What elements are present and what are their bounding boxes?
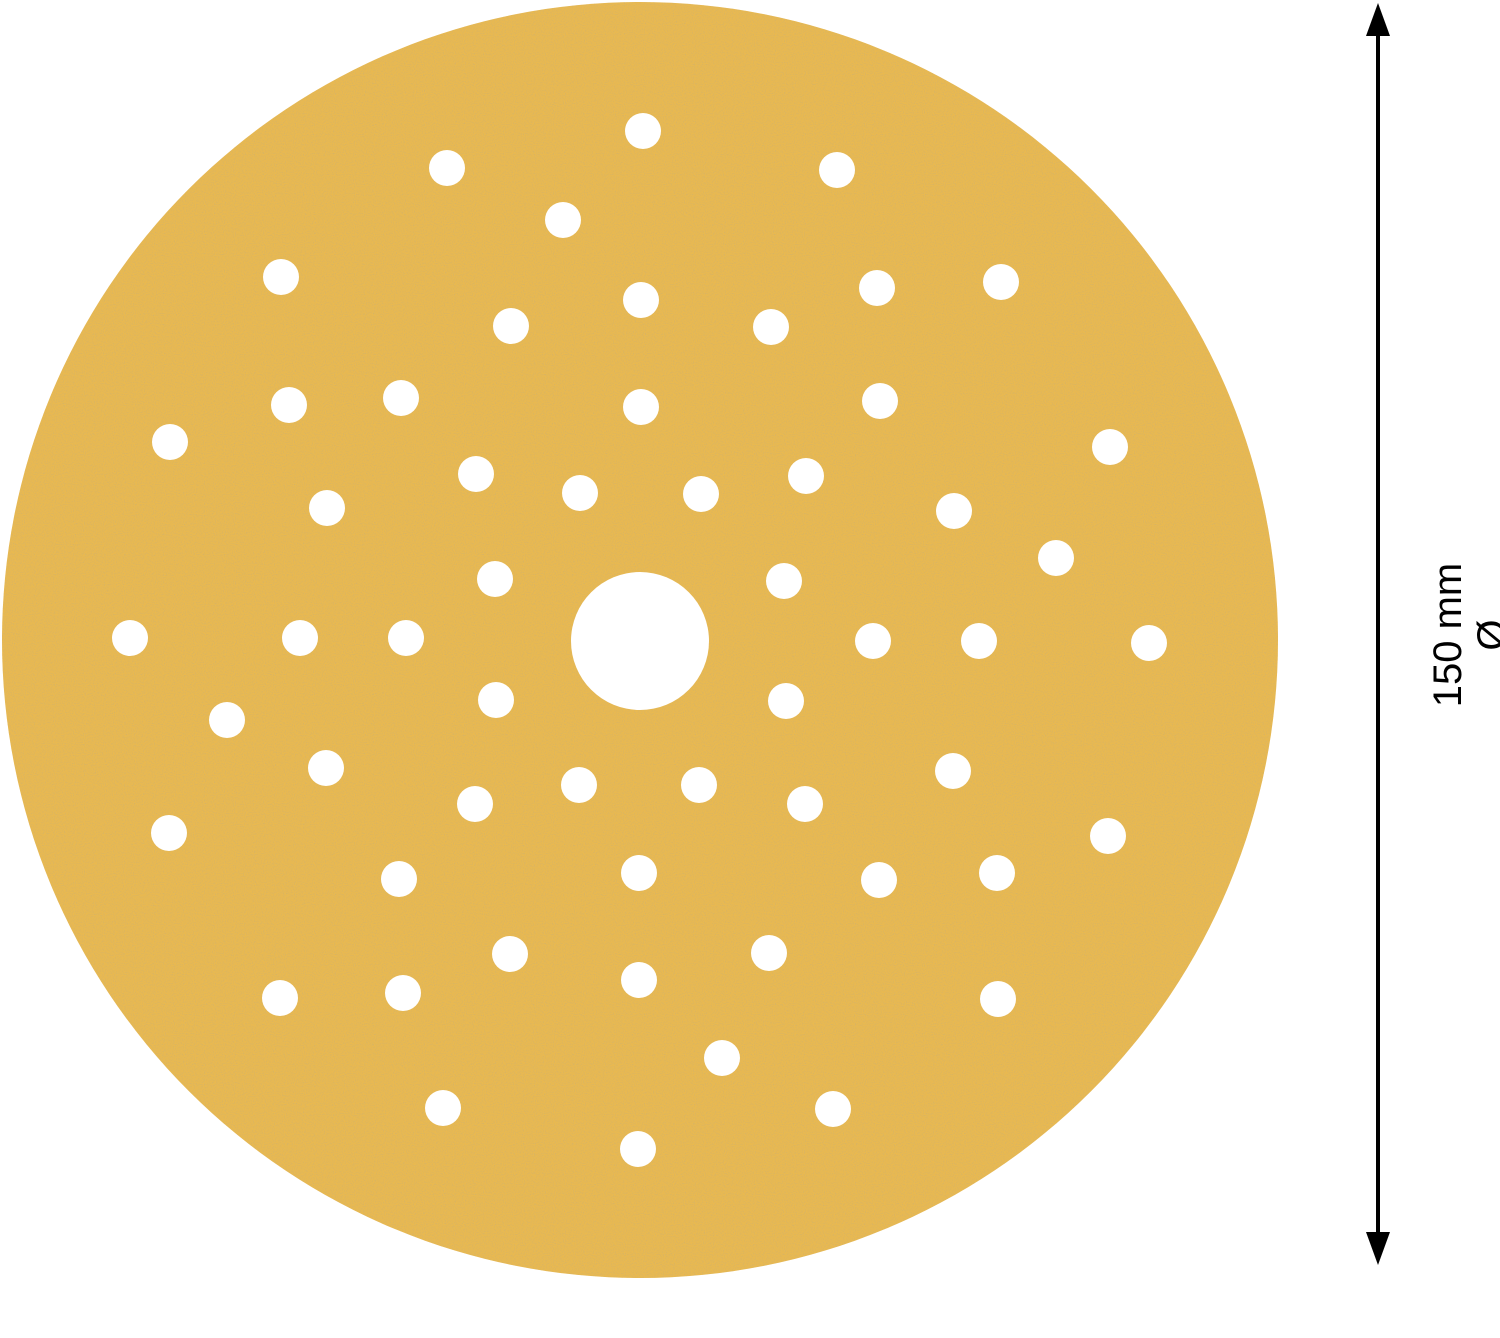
arrow-up-icon — [1366, 3, 1390, 36]
dimension-label: 150 mm Ø — [1426, 563, 1500, 708]
arrow-down-icon — [1366, 1232, 1390, 1265]
diameter-value: 150 mm — [1426, 562, 1470, 708]
disc-grain-texture — [2, 2, 1278, 1278]
diameter-symbol: Ø — [1470, 563, 1500, 708]
